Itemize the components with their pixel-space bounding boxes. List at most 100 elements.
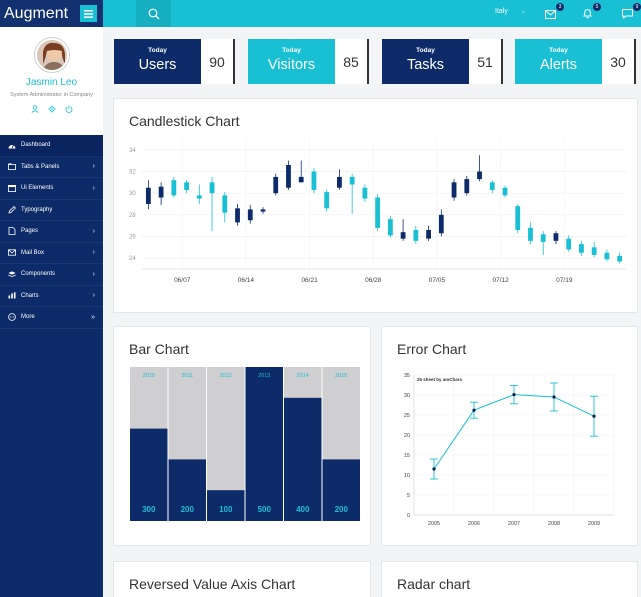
candle-body: [438, 214, 444, 234]
bar-value-label: 300: [142, 505, 156, 514]
candle-body: [362, 187, 368, 199]
data-point: [552, 395, 556, 399]
notifications-badge: 5: [593, 3, 601, 11]
y-tick-label: 10: [404, 473, 410, 479]
sidebar-item-typography[interactable]: Typography: [0, 200, 103, 221]
stat-label: Today: [282, 47, 301, 54]
candle-body: [196, 195, 202, 199]
bar-value-label: 500: [258, 505, 272, 514]
bar-value-label: 200: [181, 505, 195, 514]
chevron-right-icon: ›: [92, 227, 95, 235]
y-tick-label: 28: [129, 213, 136, 219]
stat-value: 51: [469, 39, 503, 84]
sidebar-item-charts[interactable]: Charts ›: [0, 286, 103, 307]
messages-badge: 9: [633, 3, 641, 11]
notifications-button[interactable]: 5: [582, 3, 601, 20]
bell-icon: [582, 9, 593, 19]
error-chart: 0 5 10 15 20 25 30 35 2005 2006 2007 2008 2009 25 she…: [404, 373, 615, 527]
candle-body: [515, 206, 521, 230]
y-tick-label: 0: [407, 513, 410, 519]
user-icon[interactable]: [31, 105, 39, 113]
candle-body: [426, 230, 431, 239]
avatar[interactable]: [34, 38, 69, 72]
y-tick-label: 30: [404, 393, 410, 399]
x-tick-label: 2005: [428, 521, 440, 527]
candle-body: [413, 230, 419, 241]
x-tick-label: 06/14: [238, 277, 255, 284]
bar: [284, 397, 322, 521]
sidebar-item-label: Typography: [21, 206, 53, 213]
messages-button[interactable]: 9: [622, 3, 641, 20]
stat-card-users[interactable]: Today Users 90: [114, 39, 235, 84]
chevron-down-icon[interactable]: ⌄: [521, 9, 527, 15]
sidebar-item-more[interactable]: More »: [0, 307, 103, 329]
mail-notification-button[interactable]: 3: [545, 3, 564, 20]
candle-body: [260, 209, 266, 212]
sidebar-item-pages[interactable]: Pages ›: [0, 221, 103, 243]
bar-value-label: 100: [219, 505, 233, 514]
sidebar-item-label: Charts: [21, 292, 39, 299]
sidebar-item-components[interactable]: Components ›: [0, 264, 103, 286]
gear-icon[interactable]: [47, 105, 56, 113]
sidebar-item-tabs-panels[interactable]: Tabs & Panels ›: [0, 157, 103, 178]
stat-card-alerts[interactable]: Today Alerts 30: [515, 39, 636, 84]
bar-category-label: 2013: [258, 373, 270, 379]
language-select[interactable]: Italy: [495, 8, 508, 15]
bar-category-label: 2014: [297, 373, 309, 379]
radar-panel: Radar chart: [381, 561, 638, 597]
bar-chart-panel: Bar Chart 2010 300 2011 200 2012 100 2013 500 20…: [113, 326, 371, 546]
sidebar: Augment Jasmin Leo System Administrat: [0, 0, 103, 597]
mail-badge: 3: [556, 3, 564, 11]
power-icon[interactable]: [65, 105, 73, 113]
stat-card-visitors[interactable]: Today Visitors 85: [248, 39, 369, 84]
panel-title: Bar Chart: [129, 341, 189, 357]
stat-title: Visitors: [267, 57, 316, 73]
candle-body: [528, 227, 533, 241]
candle-body: [540, 234, 546, 242]
stat-label: Today: [549, 47, 568, 54]
bar-chart: 2010 300 2011 200 2012 100 2013 500 2014 400 2015 2…: [130, 367, 360, 521]
sidebar-item-mail-box[interactable]: Mail Box ›: [0, 243, 103, 264]
search-icon: [148, 8, 159, 19]
stat-main: Today Users: [114, 39, 201, 84]
sidebar-item-ui-elements[interactable]: Ui Elements ›: [0, 178, 103, 200]
stat-card-tasks[interactable]: Today Tasks 51: [382, 39, 503, 84]
y-tick-label: 32: [129, 170, 136, 176]
candle-body: [502, 187, 508, 196]
candle-body: [145, 187, 151, 204]
candle-body: [298, 176, 304, 183]
x-tick-label: 2007: [508, 521, 520, 527]
candle-body: [464, 179, 470, 194]
reversed-axis-panel: Reversed Value Axis Chart: [113, 561, 371, 597]
y-tick-label: 25: [404, 413, 410, 419]
sidebar-nav: Dashboard Tabs & Panels › Ui Elements ›: [0, 135, 103, 329]
chat-icon: [622, 9, 633, 20]
y-tick-label: 30: [129, 191, 136, 197]
stat-value: 85: [335, 39, 369, 84]
y-tick-label: 20: [404, 433, 410, 439]
x-tick-label: 06/07: [174, 277, 191, 284]
candle-body: [477, 171, 482, 180]
candle-body: [158, 186, 164, 198]
profile-actions: [0, 105, 103, 113]
stat-main: Today Alerts: [515, 39, 602, 84]
bar: [168, 459, 206, 521]
sidebar-item-dashboard[interactable]: Dashboard: [0, 135, 103, 157]
candle-body: [489, 182, 495, 190]
candle-body: [324, 192, 330, 209]
x-tick-label: 2009: [588, 521, 600, 527]
dashboard-icon: [8, 141, 16, 149]
candlestick-panel: Candlestick Chart 24 26 28 30 32 34 06/07 06/14…: [113, 98, 638, 313]
panel-title: Radar chart: [397, 576, 471, 592]
search-button[interactable]: [136, 0, 171, 27]
error-chart-panel: Error Chart 0 5 10 15 20 25 30 35 2005 2006 2007 20…: [381, 326, 638, 546]
sidebar-item-label: Mail Box: [21, 249, 45, 256]
more-icon: [8, 313, 16, 322]
bar-category-label: 2011: [181, 373, 193, 379]
candle-body: [591, 247, 597, 255]
y-tick-label: 26: [129, 235, 136, 241]
tabs-icon: [8, 163, 16, 171]
x-tick-label: 07/12: [492, 277, 509, 284]
top-header: Italy ⌄ 3 5 9: [103, 0, 641, 27]
menu-toggle-button[interactable]: [80, 5, 97, 22]
